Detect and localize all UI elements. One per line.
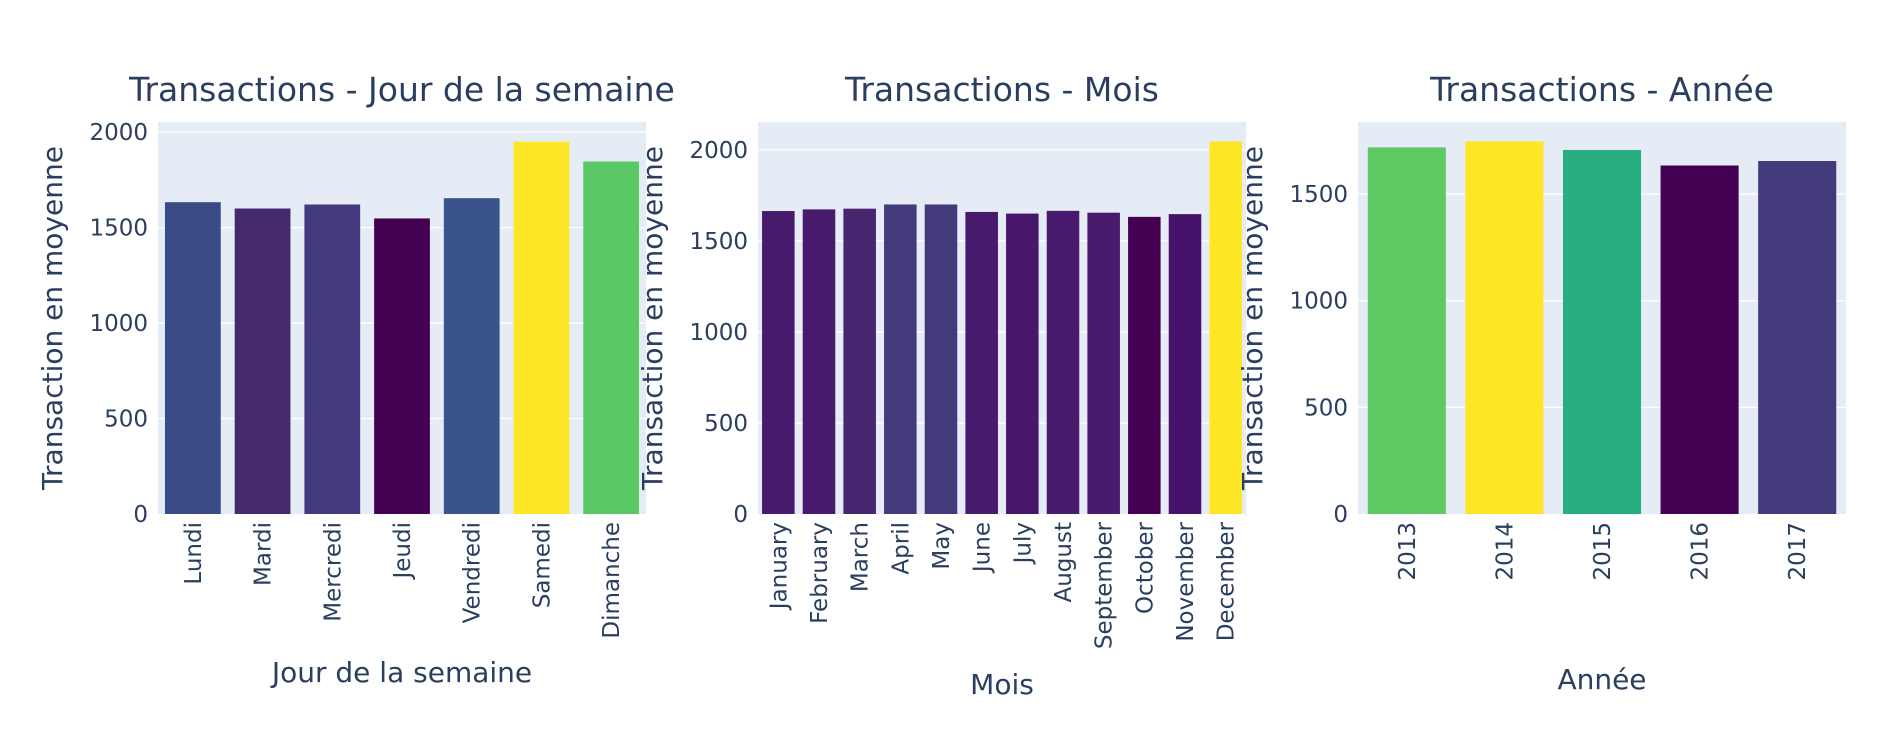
y-axis-title: Transaction en moyenne — [36, 146, 69, 491]
bar-April[interactable] — [884, 204, 917, 515]
x-tick-label: July — [1010, 522, 1036, 565]
x-tick-label: October — [1132, 521, 1158, 614]
x-axis-title: Jour de la semaine — [270, 656, 532, 689]
x-axis-title: Mois — [970, 668, 1034, 701]
x-tick-label: August — [1051, 522, 1077, 603]
bar-October[interactable] — [1128, 216, 1161, 515]
bar-June[interactable] — [965, 211, 998, 514]
x-tick-label: 2015 — [1590, 522, 1616, 581]
x-tick-label: 2014 — [1492, 522, 1518, 581]
y-axis-title: Transaction en moyenne — [1236, 146, 1269, 491]
x-tick-label: Mercredi — [320, 522, 346, 622]
bar-November[interactable] — [1168, 214, 1202, 515]
x-tick-label: June — [970, 522, 996, 574]
y-tick-label: 0 — [133, 502, 148, 528]
x-axis-title: Année — [1557, 663, 1646, 696]
y-tick-label: 1500 — [89, 216, 148, 242]
x-tick-label: April — [888, 522, 914, 575]
bar-2015[interactable] — [1562, 149, 1642, 514]
bar-2016[interactable] — [1660, 165, 1739, 514]
chart-title: Transactions - Mois — [844, 70, 1159, 109]
bar-March[interactable] — [843, 208, 876, 514]
x-tick-label: Lundi — [181, 522, 207, 585]
x-tick-label: November — [1173, 521, 1199, 641]
y-tick-label: 500 — [1304, 395, 1348, 421]
chart-title: Transactions - Jour de la semaine — [128, 70, 675, 109]
bar-Mercredi[interactable] — [304, 204, 361, 514]
x-tick-label: March — [848, 522, 874, 592]
x-tick-label: Samedi — [529, 522, 555, 608]
bar-August[interactable] — [1046, 210, 1080, 515]
x-tick-label: September — [1092, 521, 1118, 649]
bar-January[interactable] — [762, 211, 795, 515]
y-tick-label: 500 — [704, 411, 748, 437]
bar-September[interactable] — [1087, 212, 1120, 514]
bar-Mardi[interactable] — [234, 208, 291, 515]
y-tick-label: 1500 — [689, 229, 748, 255]
x-tick-label: December — [1214, 521, 1240, 641]
bar-Jeudi[interactable] — [374, 218, 430, 514]
chart-2: 0 500 1000 1500 2000 January February March Apri… — [636, 70, 1246, 701]
y-tick-label: 0 — [733, 502, 748, 528]
x-tick-label: 2017 — [1785, 522, 1811, 581]
y-axis-title: Transaction en moyenne — [636, 146, 669, 491]
bar-February[interactable] — [802, 209, 836, 514]
x-tick-label: January — [766, 522, 792, 611]
x-tick-label: Mardi — [251, 522, 277, 586]
bar-2017[interactable] — [1758, 161, 1837, 515]
x-tick-label: 2013 — [1395, 522, 1421, 581]
y-tick-label: 500 — [104, 407, 148, 433]
bar-July[interactable] — [1006, 213, 1039, 515]
x-tick-label: Vendredi — [460, 522, 486, 623]
x-tick-label: 2016 — [1688, 522, 1714, 581]
y-tick-label: 1000 — [689, 320, 748, 346]
x-tick-label: February — [807, 522, 833, 624]
bar-2013[interactable] — [1367, 147, 1446, 514]
bar-Samedi[interactable] — [513, 141, 570, 515]
chart-1: 0 500 1000 1500 2000 Lundi Mardi Mercredi Jeudi V… — [36, 70, 675, 689]
chart-title: Transactions - Année — [1429, 70, 1774, 109]
bar-Lundi[interactable] — [164, 202, 221, 515]
y-tick-label: 1000 — [1289, 289, 1348, 315]
bar-Vendredi[interactable] — [443, 198, 500, 514]
x-tick-label: Jeudi — [390, 522, 416, 581]
bar-May[interactable] — [924, 204, 958, 515]
x-tick-label: May — [929, 522, 955, 570]
y-tick-label: 2000 — [689, 138, 748, 164]
chart-3: 0 500 1000 1500 2013 2014 2015 2016 2017 Transact… — [1236, 70, 1846, 696]
bar-2014[interactable] — [1465, 141, 1544, 514]
y-tick-label: 2000 — [89, 120, 148, 146]
plot-area — [758, 122, 1246, 514]
x-tick-label: Dimanche — [599, 522, 625, 639]
bar-Dimanche[interactable] — [583, 161, 640, 514]
y-tick-label: 1500 — [1289, 182, 1348, 208]
y-tick-label: 0 — [1333, 502, 1348, 528]
y-tick-label: 1000 — [89, 311, 148, 337]
bar-December[interactable] — [1209, 141, 1242, 514]
